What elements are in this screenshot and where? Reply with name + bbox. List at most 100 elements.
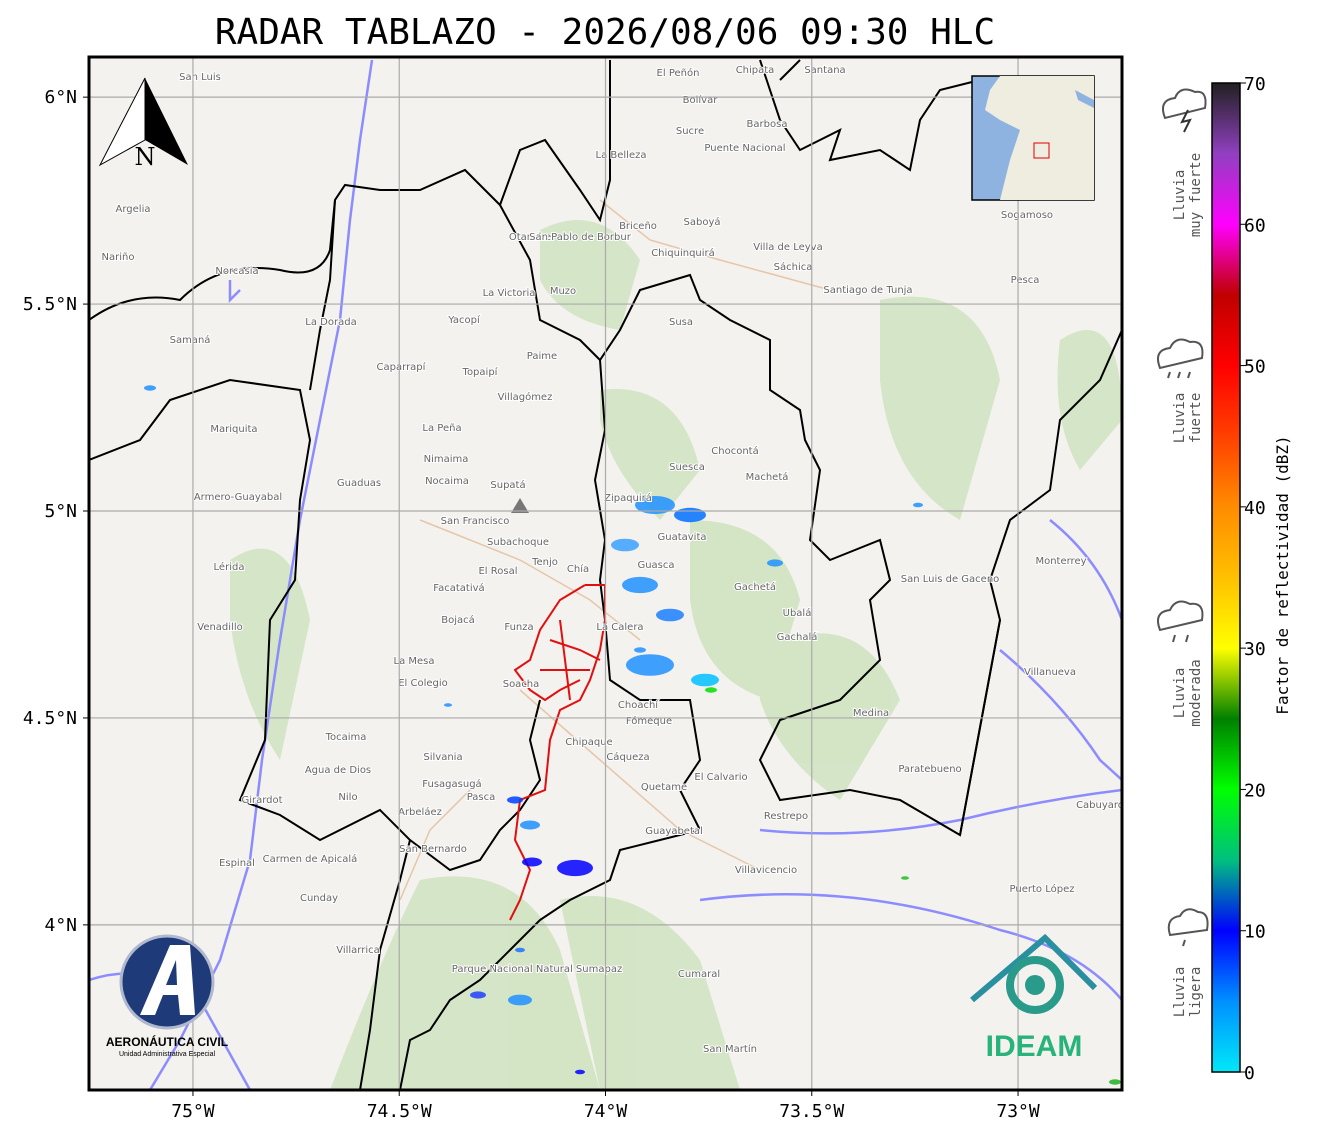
place-label: Norcasia: [215, 266, 258, 277]
compass-label: N: [135, 143, 156, 171]
place-label: La Peña: [422, 423, 461, 434]
radar-echo: [507, 796, 523, 804]
place-label: Funza: [504, 622, 533, 633]
place-label: Nariño: [102, 252, 135, 263]
place-label: Susa: [669, 317, 693, 328]
place-label: Machetá: [746, 471, 789, 483]
place-label: San Luis: [179, 72, 221, 83]
place-label: Villanueva: [1024, 667, 1076, 678]
place-label: Villavicencio: [735, 865, 797, 876]
colorbar-tick-label: 40: [1244, 498, 1266, 519]
place-label: El Rosal: [478, 566, 517, 577]
compass: N: [98, 77, 188, 171]
radar-echo: [557, 859, 593, 877]
place-label: La Victoria: [483, 288, 536, 299]
place-label: Paratebueno: [898, 764, 961, 775]
place-label: Otanche: [509, 232, 551, 243]
place-label: Guayabetal: [645, 826, 703, 837]
place-label: Mariquita: [210, 424, 257, 435]
place-label: Chiquinquirá: [651, 247, 715, 259]
place-label: Quetame: [641, 782, 687, 793]
place-label: Chipata: [736, 65, 775, 76]
place-label: La Belleza: [596, 150, 647, 161]
radar-echo: [635, 496, 675, 514]
place-label: Fómeque: [626, 715, 672, 727]
colorbar-tick-label: 10: [1244, 922, 1266, 943]
place-label: Facatativá: [433, 582, 484, 594]
colorbar-tick-label: 30: [1244, 639, 1266, 660]
x-tick-label: 74.5°W: [367, 1101, 432, 1122]
radar-site: [511, 498, 529, 513]
place-label: La Mesa: [394, 656, 435, 667]
basemap: San Luis El Peñón Chipata Santana Bolívar Bar…: [89, 57, 1124, 1090]
place-label: Guatavita: [657, 532, 706, 543]
place-label: Choachí: [618, 699, 659, 711]
place-label: Zipaquirá: [604, 492, 652, 504]
place-label: Pesca: [1011, 275, 1040, 286]
radar-echo: [622, 576, 658, 594]
place-label: Yacopí: [447, 314, 481, 326]
logo-text: IDEAM: [986, 1030, 1083, 1063]
radar-echo: [508, 994, 532, 1006]
rain-legend-text: Lluvia: [1172, 967, 1188, 1018]
radar-echo: [691, 673, 719, 687]
aerocivil-logo: AERONÁUTICA CIVIL Unidad Administrativa …: [106, 934, 228, 1058]
place-label: La Calera: [596, 622, 643, 633]
place-label: San Bernardo: [399, 844, 467, 855]
place-label: Santiago de Tunja: [823, 285, 912, 296]
place-label: Monterrey: [1035, 556, 1086, 567]
place-label: San Luis de Gaceno: [901, 574, 1000, 585]
place-label: Chipaque: [565, 737, 612, 748]
place-label: Soacha: [503, 679, 540, 690]
place-label: Cabuyaro: [1076, 800, 1124, 811]
place-label: Caparrapí: [377, 361, 427, 373]
place-label: Gachalá: [777, 631, 818, 643]
rain-legend-text: Lluvia: [1172, 393, 1188, 444]
inset-map: [971, 75, 1095, 201]
place-label: El Colegio: [398, 678, 448, 689]
place-label: Carmen de Apicalá: [263, 853, 358, 865]
place-label: Nocaima: [425, 476, 469, 487]
x-tick-label: 73.5°W: [779, 1101, 844, 1122]
colorbar-tick-label: 70: [1244, 74, 1266, 95]
place-label: Chocontá: [711, 445, 758, 457]
place-label: Gachetá: [734, 581, 776, 593]
place-label: San Pablo de Borbur: [529, 232, 632, 243]
place-label: Cumaral: [678, 969, 720, 980]
place-label: Guaduas: [337, 478, 381, 489]
colorbar-label: Factor de reflectividad (dBZ): [1273, 435, 1292, 714]
y-tick-label: 5.5°N: [23, 294, 77, 315]
radar-echo: [515, 947, 525, 953]
radar-echo: [705, 687, 717, 693]
logo-text: AERONÁUTICA CIVIL: [106, 1034, 228, 1049]
place-label: Supatá: [490, 479, 525, 491]
logo-subtext: Unidad Administrativa Especial: [119, 1051, 216, 1058]
place-label: Briceño: [619, 221, 657, 232]
place-label: Agua de Dios: [305, 765, 371, 776]
place-label: Guasca: [637, 560, 674, 571]
place-label: Cunday: [300, 893, 338, 904]
radar-echo: [913, 502, 923, 508]
y-tick-label: 4°N: [44, 915, 77, 936]
rain-legend-text: ligera: [1188, 967, 1204, 1018]
place-label: Topaipí: [462, 366, 499, 378]
rain-legend-text: Lluvia: [1172, 668, 1188, 719]
place-label: Suesca: [669, 462, 705, 473]
colorbar-tick-label: 0: [1244, 1063, 1255, 1084]
radar-echo: [470, 991, 486, 999]
rain-legend-text: Lluvia: [1172, 170, 1188, 221]
radar-echo: [444, 703, 452, 707]
radar-echo: [626, 654, 674, 676]
place-label: Fusagasugá: [422, 778, 481, 790]
rain-icons: [1157, 88, 1209, 947]
radar-echo: [522, 857, 542, 867]
x-tick-label: 74°W: [584, 1101, 628, 1122]
colorbar-tick-label: 50: [1244, 357, 1266, 378]
place-label: Santana: [804, 65, 845, 76]
place-label: Tenjo: [531, 557, 558, 568]
place-label: Puente Nacional: [704, 143, 785, 154]
colorbar-tick-label: 20: [1244, 780, 1266, 801]
place-label: Arbeláez: [398, 806, 442, 818]
title: RADAR TABLAZO - 2026/08/06 09:30 HLC: [215, 12, 995, 53]
radar-echo: [1109, 1079, 1121, 1085]
